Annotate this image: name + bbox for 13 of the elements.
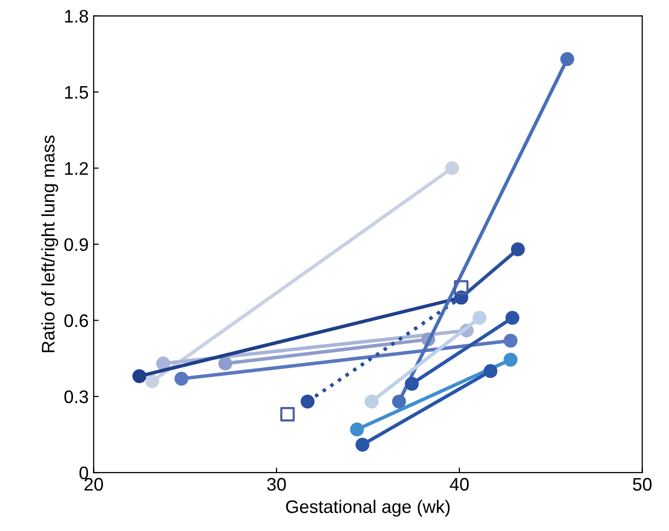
- y-tick-label: 1.5: [65, 86, 88, 99]
- x-tick-label: 50: [632, 478, 652, 491]
- x-tick-label: 40: [450, 478, 469, 491]
- y-tick-label: 0.3: [64, 390, 88, 404]
- x-axis-title: Gestational age (wk): [286, 500, 450, 517]
- y-axis-title: Ratio of left/right lung mass: [41, 136, 58, 352]
- y-tick-label: 0: [79, 466, 88, 480]
- y-tick-label: 1.8: [65, 10, 88, 23]
- x-tick-label: 20: [84, 478, 103, 491]
- x-tick-label: 30: [267, 478, 286, 491]
- y-tick-label: 0.6: [64, 314, 88, 328]
- y-tick-label: 0.9: [64, 238, 88, 251]
- y-tick-label: 1.2: [65, 162, 88, 175]
